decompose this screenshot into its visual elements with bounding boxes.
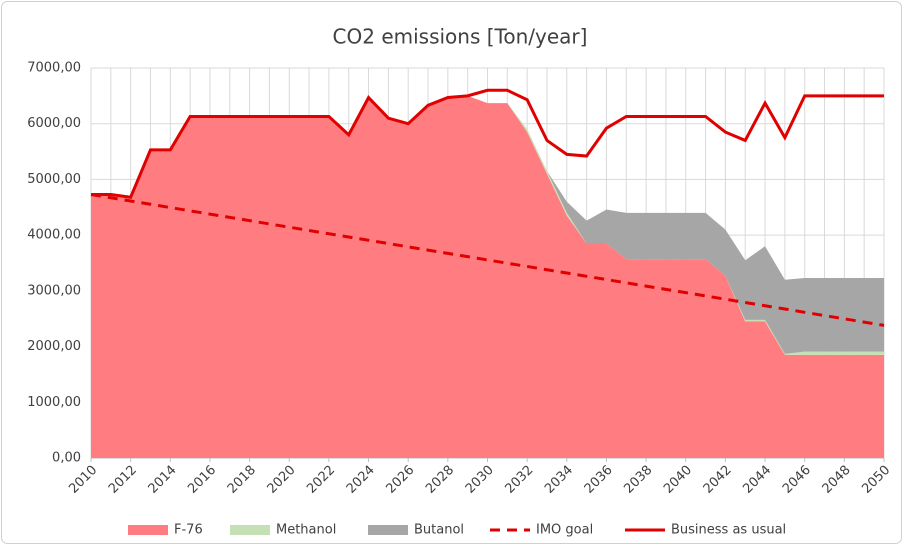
y-tick-label: 6000,00: [27, 116, 81, 131]
area: [91, 95, 884, 458]
chart-title: CO2 emissions [Ton/year]: [333, 25, 588, 49]
y-tick-label: 5000,00: [27, 172, 81, 187]
legend-swatch: [128, 525, 168, 535]
legend-swatch: [368, 525, 408, 535]
y-tick-label: 1000,00: [27, 395, 81, 410]
legend-swatch: [230, 525, 270, 535]
legend-label: Butanol: [414, 523, 464, 538]
y-tick-label: 2000,00: [27, 339, 81, 354]
legend-label: IMO goal: [536, 523, 593, 538]
y-tick-label: 3000,00: [27, 283, 81, 298]
y-tick-label: 4000,00: [27, 228, 81, 243]
legend-label: Methanol: [276, 523, 336, 538]
area: [91, 95, 884, 354]
y-tick-label: 7000,00: [27, 61, 81, 76]
legend-label: F-76: [174, 523, 203, 538]
line: [91, 88, 884, 199]
legend-label: Business as usual: [671, 523, 786, 538]
y-tick-label: 0,00: [52, 451, 81, 466]
line: [90, 192, 885, 327]
